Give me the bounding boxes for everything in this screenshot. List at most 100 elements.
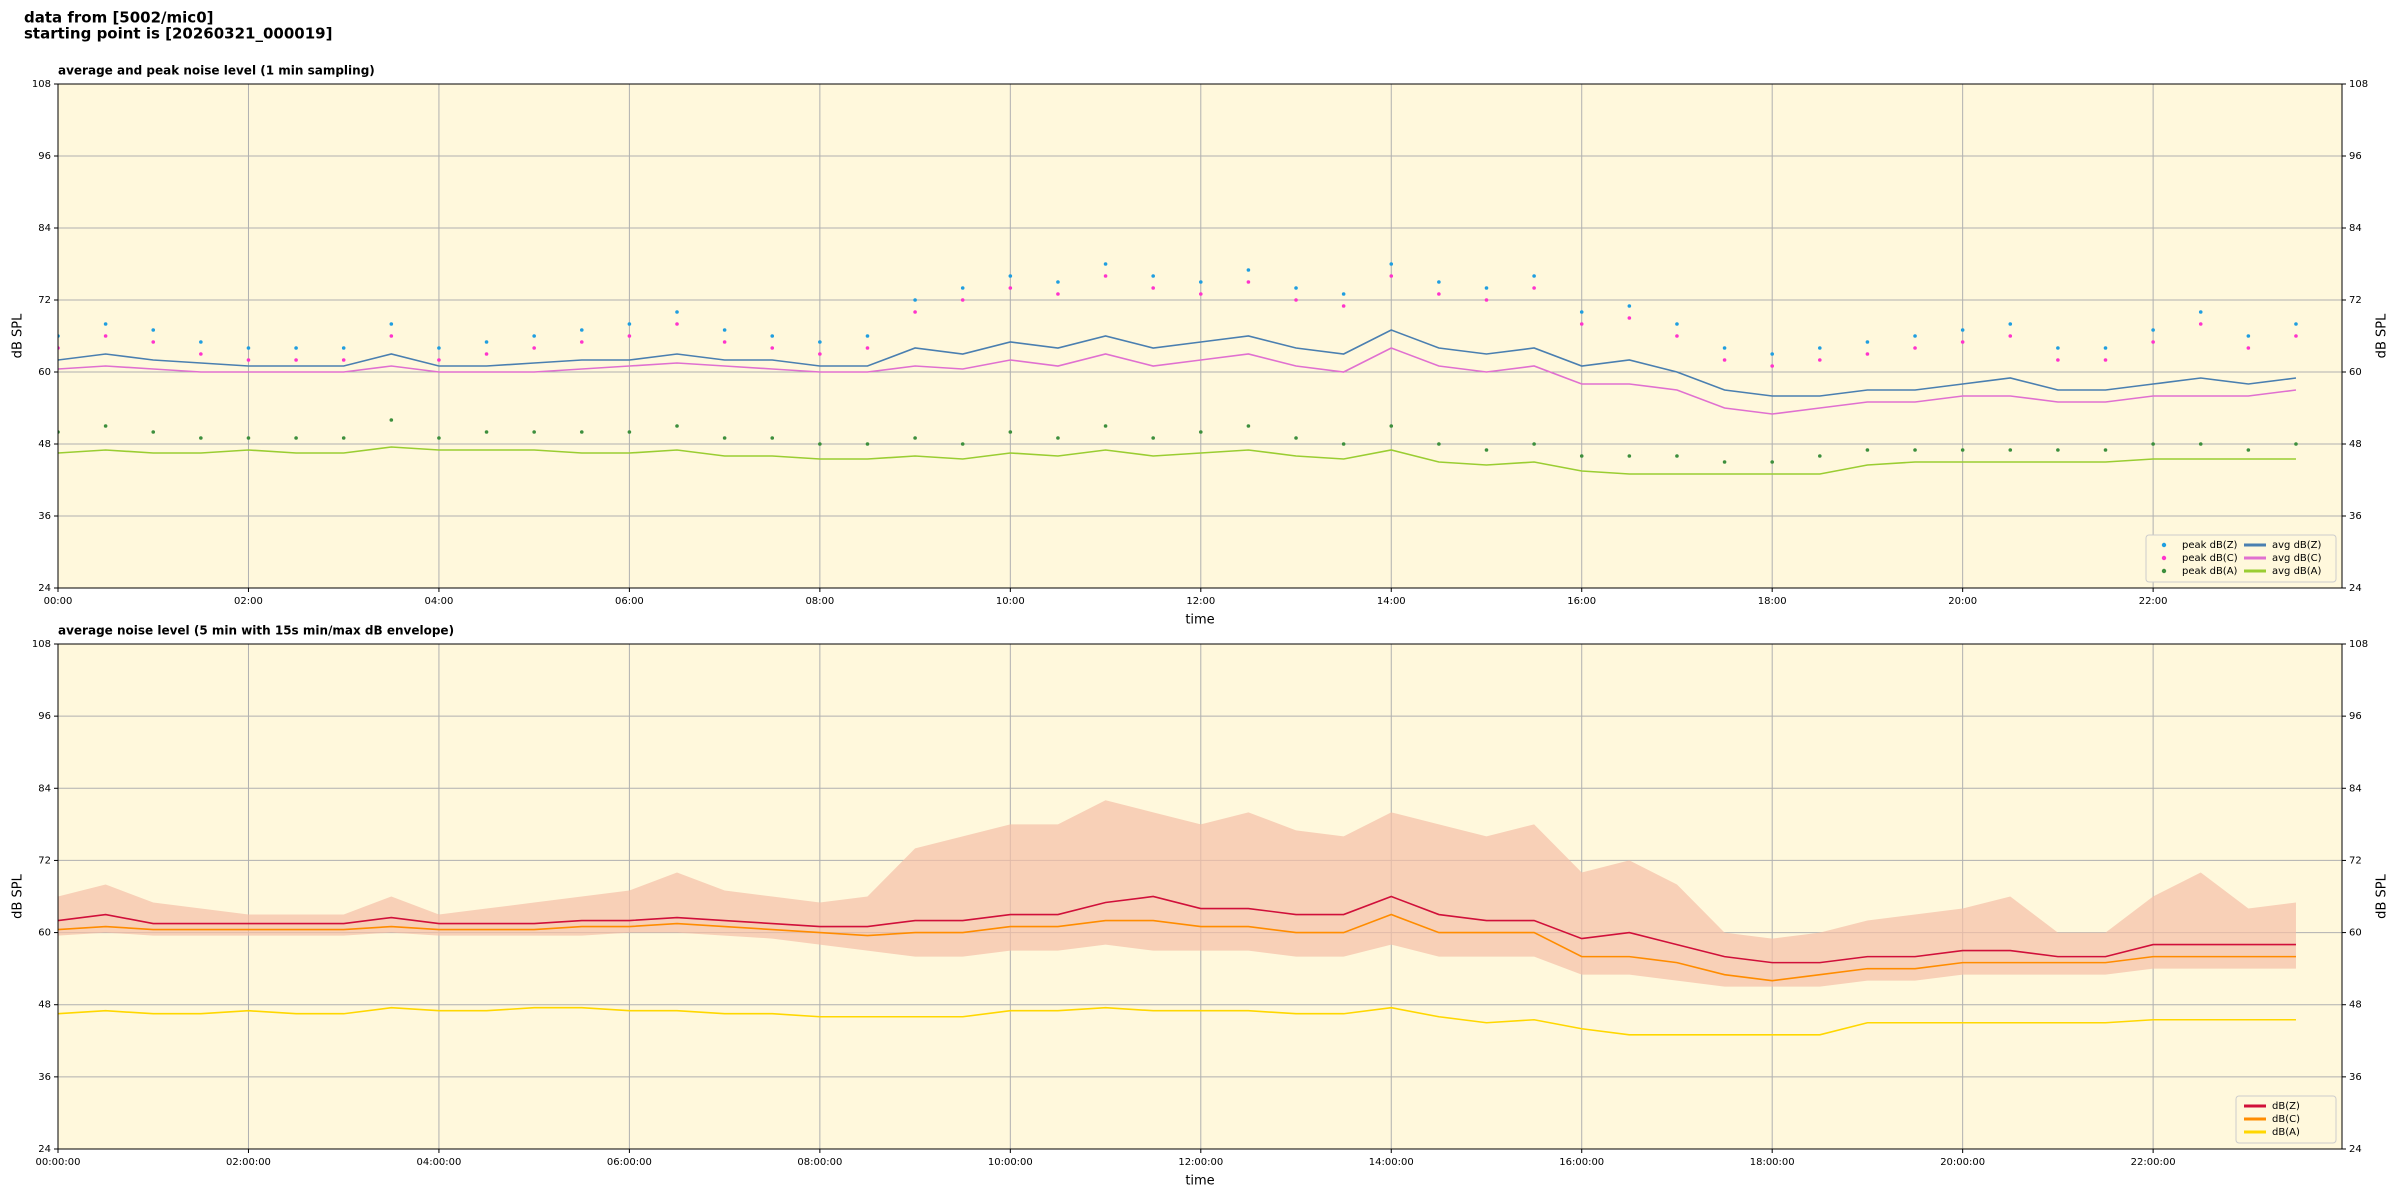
peak-point: [389, 322, 394, 326]
peak-point: [246, 436, 251, 440]
peak-point: [865, 346, 870, 350]
peak-point: [1341, 442, 1346, 446]
series-line: [58, 913, 2296, 982]
peak-point: [1246, 268, 1251, 272]
peak-point: [2056, 448, 2060, 452]
peak-point: [1008, 430, 1013, 434]
y-tick-label: 72: [38, 295, 51, 306]
x-tick-label: 14:00:00: [1369, 1157, 1414, 1168]
series-line: [58, 329, 2297, 397]
peak-point: [1151, 436, 1155, 440]
peak-point: [1056, 280, 1060, 284]
peak-point: [818, 442, 822, 446]
peak-point: [2008, 448, 2013, 452]
peak-point: [1675, 322, 1679, 326]
peak-point: [2294, 334, 2298, 338]
legend-label: dB(C): [2272, 1114, 2300, 1125]
peak-point: [1579, 322, 1584, 326]
peak-point: [1722, 358, 1727, 362]
y-tick-label: 60: [38, 367, 51, 378]
y-tick-label: 72: [38, 855, 51, 866]
y2-tick-label: 24: [2349, 583, 2362, 594]
peak-point: [627, 334, 632, 338]
peak-point: [1913, 448, 1917, 452]
peak-point: [2246, 346, 2251, 350]
peak-point: [1103, 424, 1108, 428]
peak-point: [1484, 286, 1489, 290]
legend-marker: [2161, 555, 2167, 561]
peak-point: [722, 340, 727, 344]
peak-point: [913, 436, 917, 440]
peak-point: [341, 346, 346, 350]
peak-point: [1913, 334, 1917, 338]
peak-point: [1389, 274, 1394, 278]
y2-tick-label: 48: [2349, 439, 2362, 450]
x-tick-label: 10:00: [996, 596, 1025, 607]
y-tick-label: 24: [38, 583, 51, 594]
peak-point: [1294, 298, 1298, 302]
x-tick-label: 18:00:00: [1750, 1157, 1795, 1168]
x-tick-label: 00:00:00: [36, 1157, 81, 1168]
peak-point: [770, 334, 775, 338]
plot-frame: [57, 643, 2343, 1150]
x-tick-label: 16:00: [1567, 596, 1596, 607]
peak-point: [1198, 430, 1203, 434]
y2-tick-label: 108: [2349, 639, 2368, 650]
peak-point: [770, 346, 775, 350]
peak-point: [1818, 358, 1822, 362]
y2-tick-label: 108: [2349, 79, 2368, 90]
y-tick-label: 84: [38, 223, 51, 234]
peak-point: [960, 298, 965, 302]
peak-point: [1865, 448, 1870, 452]
plot-area: [58, 262, 2298, 475]
peak-point: [1437, 442, 1441, 446]
peak-point: [1294, 436, 1298, 440]
header-line: data from [5002/mic0]: [24, 9, 214, 27]
x-tick-label: 00:00: [44, 596, 73, 607]
plot-frame: [57, 83, 2343, 589]
y2-axis-label: dB SPL: [2375, 313, 2390, 358]
y-tick-label: 96: [38, 711, 51, 722]
y2-tick-label: 84: [2349, 783, 2362, 794]
x-axis-label: time: [1185, 1174, 1214, 1189]
peak-point: [1198, 292, 1203, 296]
y-axis-label: dB SPL: [11, 873, 26, 918]
peak-point: [1675, 454, 1679, 458]
plot-background: [58, 84, 2342, 588]
peak-point: [865, 442, 870, 446]
peak-point: [1198, 280, 1203, 284]
peak-point: [1151, 274, 1155, 278]
x-tick-label: 02:00: [234, 596, 263, 607]
peak-point: [1865, 340, 1870, 344]
peak-point: [960, 442, 965, 446]
series-line: [58, 347, 2297, 415]
peak-point: [294, 358, 298, 362]
peak-point: [199, 340, 203, 344]
y2-tick-label: 96: [2349, 151, 2362, 162]
peak-point: [1579, 454, 1584, 458]
peak-point: [437, 436, 441, 440]
peak-point: [151, 430, 156, 434]
peak-point: [1722, 346, 1727, 350]
peak-point: [437, 358, 441, 362]
x-tick-label: 12:00: [1186, 596, 1215, 607]
peak-point: [2294, 322, 2298, 326]
peak-point: [389, 334, 394, 338]
peak-point: [246, 358, 251, 362]
peak-point: [2294, 442, 2298, 446]
y2-tick-label: 72: [2349, 295, 2362, 306]
header-line: starting point is [20260321_000019]: [24, 25, 332, 43]
peak-point: [103, 424, 108, 428]
peak-point: [199, 436, 203, 440]
legend-label: dB(Z): [2272, 1101, 2300, 1112]
envelope: [58, 800, 2296, 987]
y-tick-label: 96: [38, 151, 51, 162]
peak-point: [675, 310, 679, 314]
legend-marker: [2161, 568, 2167, 574]
y-tick-label: 36: [38, 511, 51, 522]
peak-point: [1103, 262, 1108, 266]
series-line: [58, 1006, 2296, 1036]
peak-point: [1818, 346, 1822, 350]
